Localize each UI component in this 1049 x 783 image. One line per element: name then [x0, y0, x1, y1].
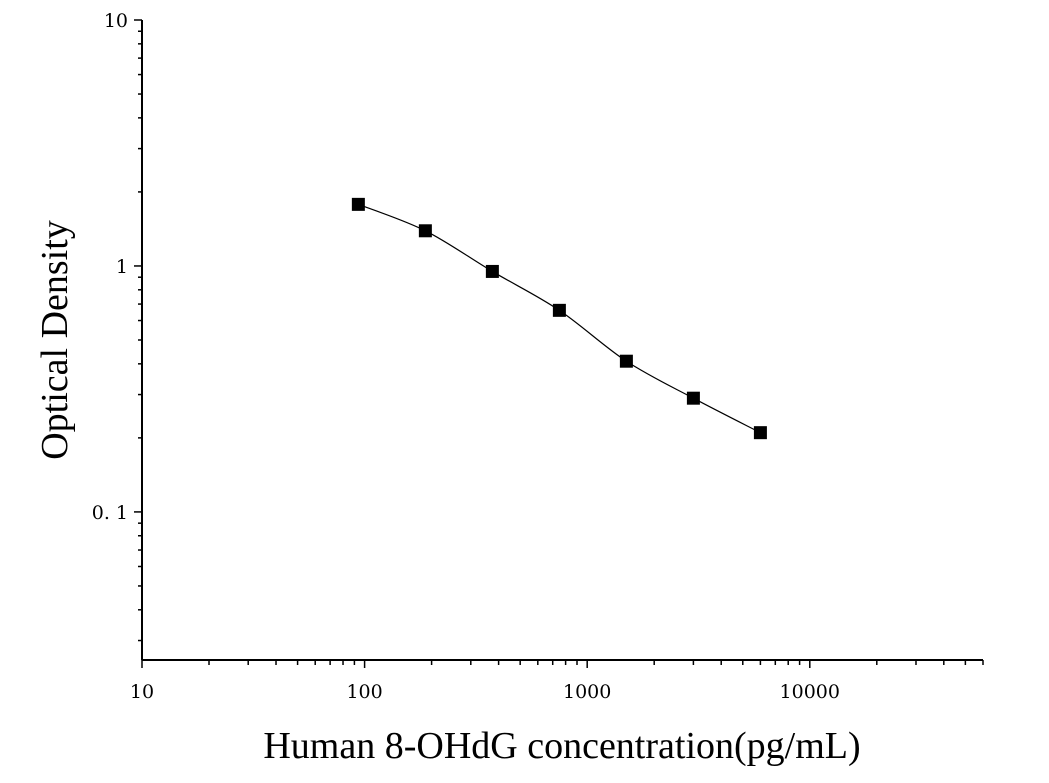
- axes: [141, 20, 983, 661]
- fit-curve-layer: [358, 203, 761, 434]
- x-tick-label: 10000: [780, 681, 840, 703]
- data-point: [552, 303, 566, 317]
- data-point: [418, 224, 432, 238]
- data-point: [351, 197, 365, 211]
- data-point: [753, 426, 767, 440]
- y-axis-title: Optical Density: [34, 220, 76, 460]
- data-point: [619, 354, 633, 368]
- tick-labels: 10 100 1000 10000 10 1 0. 1: [92, 10, 840, 703]
- y-tick-label: 0. 1: [92, 502, 128, 524]
- data-point: [485, 264, 499, 278]
- y-tick-label: 10: [104, 10, 128, 32]
- y-tick-label: 1: [116, 256, 128, 278]
- x-tick-label: 100: [346, 681, 382, 703]
- axis-ticks: [134, 19, 984, 668]
- data-point: [686, 391, 700, 405]
- x-axis-title: Human 8-OHdG concentration(pg/mL): [263, 725, 860, 767]
- x-tick-label: 10: [130, 681, 154, 703]
- x-tick-label: 1000: [563, 681, 611, 703]
- fit-curve: [358, 203, 761, 434]
- data-points: [351, 197, 767, 440]
